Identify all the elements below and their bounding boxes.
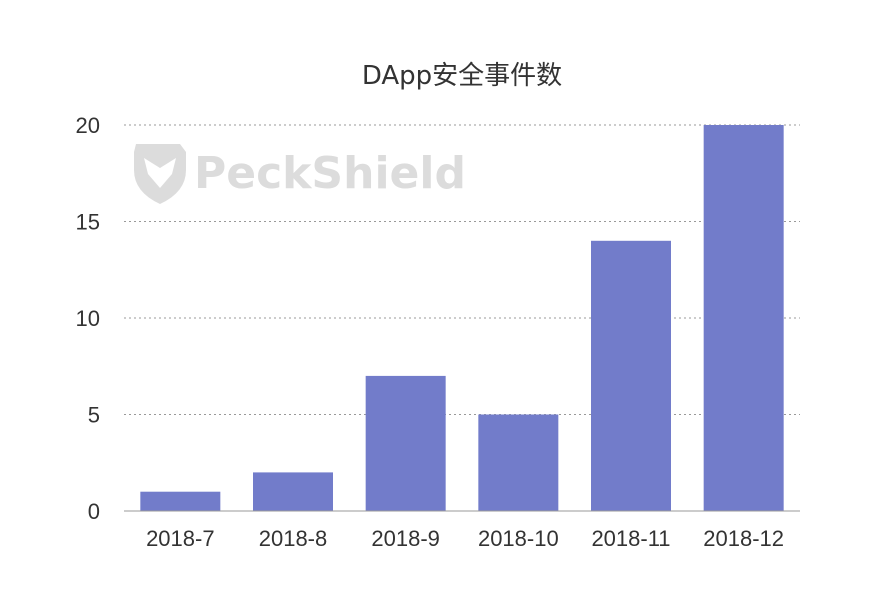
chart-title: DApp安全事件数 xyxy=(362,61,562,91)
bar-2018-7 xyxy=(140,491,221,511)
x-tick-label: 2018-7 xyxy=(146,526,215,551)
bar-2018-10 xyxy=(478,414,559,511)
shield-logo-icon xyxy=(134,144,186,204)
x-tick-label: 2018-12 xyxy=(703,526,784,551)
bar-2018-12 xyxy=(703,125,784,511)
x-tick-label: 2018-9 xyxy=(371,526,440,551)
y-tick-label: 20 xyxy=(76,113,100,138)
x-tick-label: 2018-11 xyxy=(591,526,670,551)
bar-2018-9 xyxy=(365,375,446,511)
y-axis-labels: 0 5 10 15 20 xyxy=(76,113,100,524)
x-tick-label: 2018-10 xyxy=(478,526,559,551)
y-tick-label: 5 xyxy=(88,403,100,428)
bar-2018-8 xyxy=(253,472,333,511)
bar-2018-11 xyxy=(591,240,671,512)
watermark: PeckShield xyxy=(134,144,466,204)
watermark-text: PeckShield xyxy=(194,148,466,199)
x-axis-labels: 2018-7 2018-8 2018-9 2018-10 2018-11 2018-12 xyxy=(146,526,784,551)
bars xyxy=(140,125,784,512)
y-tick-label: 0 xyxy=(88,499,100,524)
y-tick-label: 10 xyxy=(76,306,100,331)
y-tick-label: 15 xyxy=(76,210,100,235)
x-tick-label: 2018-8 xyxy=(259,526,328,551)
